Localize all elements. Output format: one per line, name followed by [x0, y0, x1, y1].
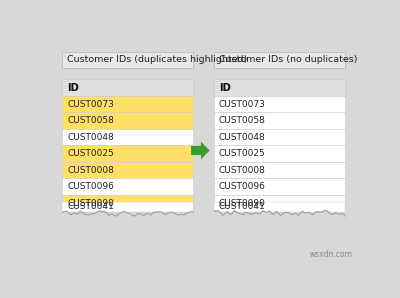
FancyBboxPatch shape — [62, 79, 193, 96]
Text: Customer IDs (no duplicates): Customer IDs (no duplicates) — [219, 55, 358, 64]
Text: CUST0096: CUST0096 — [219, 182, 266, 191]
FancyBboxPatch shape — [214, 145, 344, 162]
Text: CUST0058: CUST0058 — [219, 116, 266, 125]
Text: CUST0008: CUST0008 — [67, 166, 114, 175]
Text: CUST0073: CUST0073 — [219, 100, 266, 109]
FancyBboxPatch shape — [62, 162, 193, 179]
Text: CUST0058: CUST0058 — [67, 116, 114, 125]
FancyBboxPatch shape — [62, 52, 193, 68]
Polygon shape — [214, 210, 344, 230]
Text: CUST0073: CUST0073 — [67, 100, 114, 109]
FancyBboxPatch shape — [214, 129, 344, 145]
FancyBboxPatch shape — [214, 52, 344, 68]
FancyBboxPatch shape — [62, 96, 193, 112]
Text: CUST0025: CUST0025 — [67, 149, 114, 158]
FancyBboxPatch shape — [62, 195, 193, 212]
FancyBboxPatch shape — [214, 202, 344, 212]
FancyBboxPatch shape — [62, 179, 193, 195]
FancyBboxPatch shape — [62, 129, 193, 145]
Text: ID: ID — [219, 83, 231, 93]
FancyBboxPatch shape — [214, 112, 344, 129]
Text: CUST0048: CUST0048 — [219, 133, 266, 142]
Text: Customer IDs (duplicates highlighted): Customer IDs (duplicates highlighted) — [67, 55, 247, 64]
Text: wsxdn.com: wsxdn.com — [309, 251, 352, 260]
Text: CUST0008: CUST0008 — [219, 166, 266, 175]
Text: ID: ID — [67, 83, 79, 93]
Text: CUST0048: CUST0048 — [67, 133, 114, 142]
Text: CUST0090: CUST0090 — [219, 199, 266, 208]
FancyBboxPatch shape — [62, 112, 193, 129]
Text: CUST0090: CUST0090 — [67, 199, 114, 208]
Polygon shape — [62, 211, 193, 230]
Text: CUST0041: CUST0041 — [67, 202, 114, 211]
FancyBboxPatch shape — [214, 162, 344, 179]
FancyBboxPatch shape — [214, 195, 344, 212]
Polygon shape — [191, 142, 210, 159]
Text: CUST0041: CUST0041 — [219, 202, 266, 211]
Text: CUST0096: CUST0096 — [67, 182, 114, 191]
FancyBboxPatch shape — [62, 202, 193, 212]
FancyBboxPatch shape — [62, 145, 193, 162]
Text: CUST0025: CUST0025 — [219, 149, 266, 158]
FancyBboxPatch shape — [214, 96, 344, 112]
FancyBboxPatch shape — [214, 179, 344, 195]
FancyBboxPatch shape — [214, 79, 344, 96]
